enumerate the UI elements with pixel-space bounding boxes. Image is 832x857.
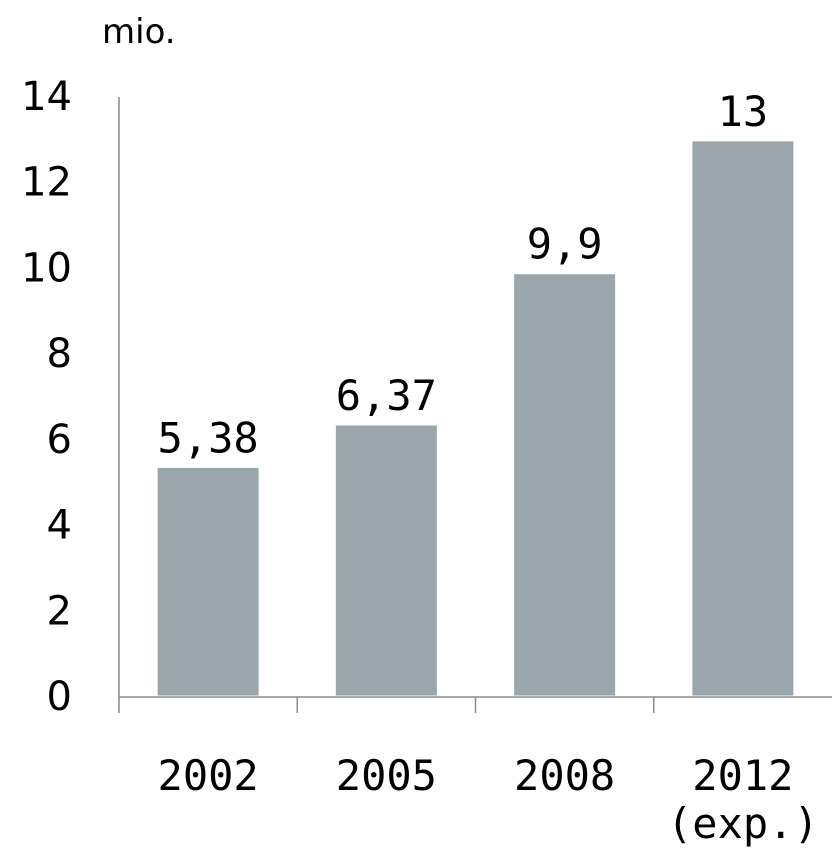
y-tick-label: 0 [47,674,72,720]
x-tick-label: 2005 [336,751,437,800]
bar [154,464,262,699]
y-tick-label: 2 [47,588,72,634]
y-tick-label: 14 [21,74,72,120]
data-label: 9,9 [527,220,603,269]
x-tick-label: 2012 (exp.) [667,751,819,848]
data-label: 13 [718,87,769,136]
bar [511,271,619,699]
y-tick-label: 6 [47,417,72,463]
x-axis: 2002 2005 2008 2012 (exp.) [119,696,832,848]
y-axis: 0 2 4 6 8 10 12 14 [21,74,120,720]
y-tick-label: 10 [21,245,72,291]
y-tick-label: 4 [47,503,72,549]
bar [332,422,440,699]
y-tick-label: 12 [21,160,72,206]
data-labels: 5,38 6,37 9,9 13 [158,87,769,463]
x-tick-label: 2008 [514,751,615,800]
data-label: 5,38 [158,413,259,462]
y-unit-label: mio. [102,12,176,52]
bar [689,138,797,699]
x-tick-label: 2002 [158,751,259,800]
data-label: 6,37 [336,371,437,420]
y-tick-label: 8 [47,331,72,377]
